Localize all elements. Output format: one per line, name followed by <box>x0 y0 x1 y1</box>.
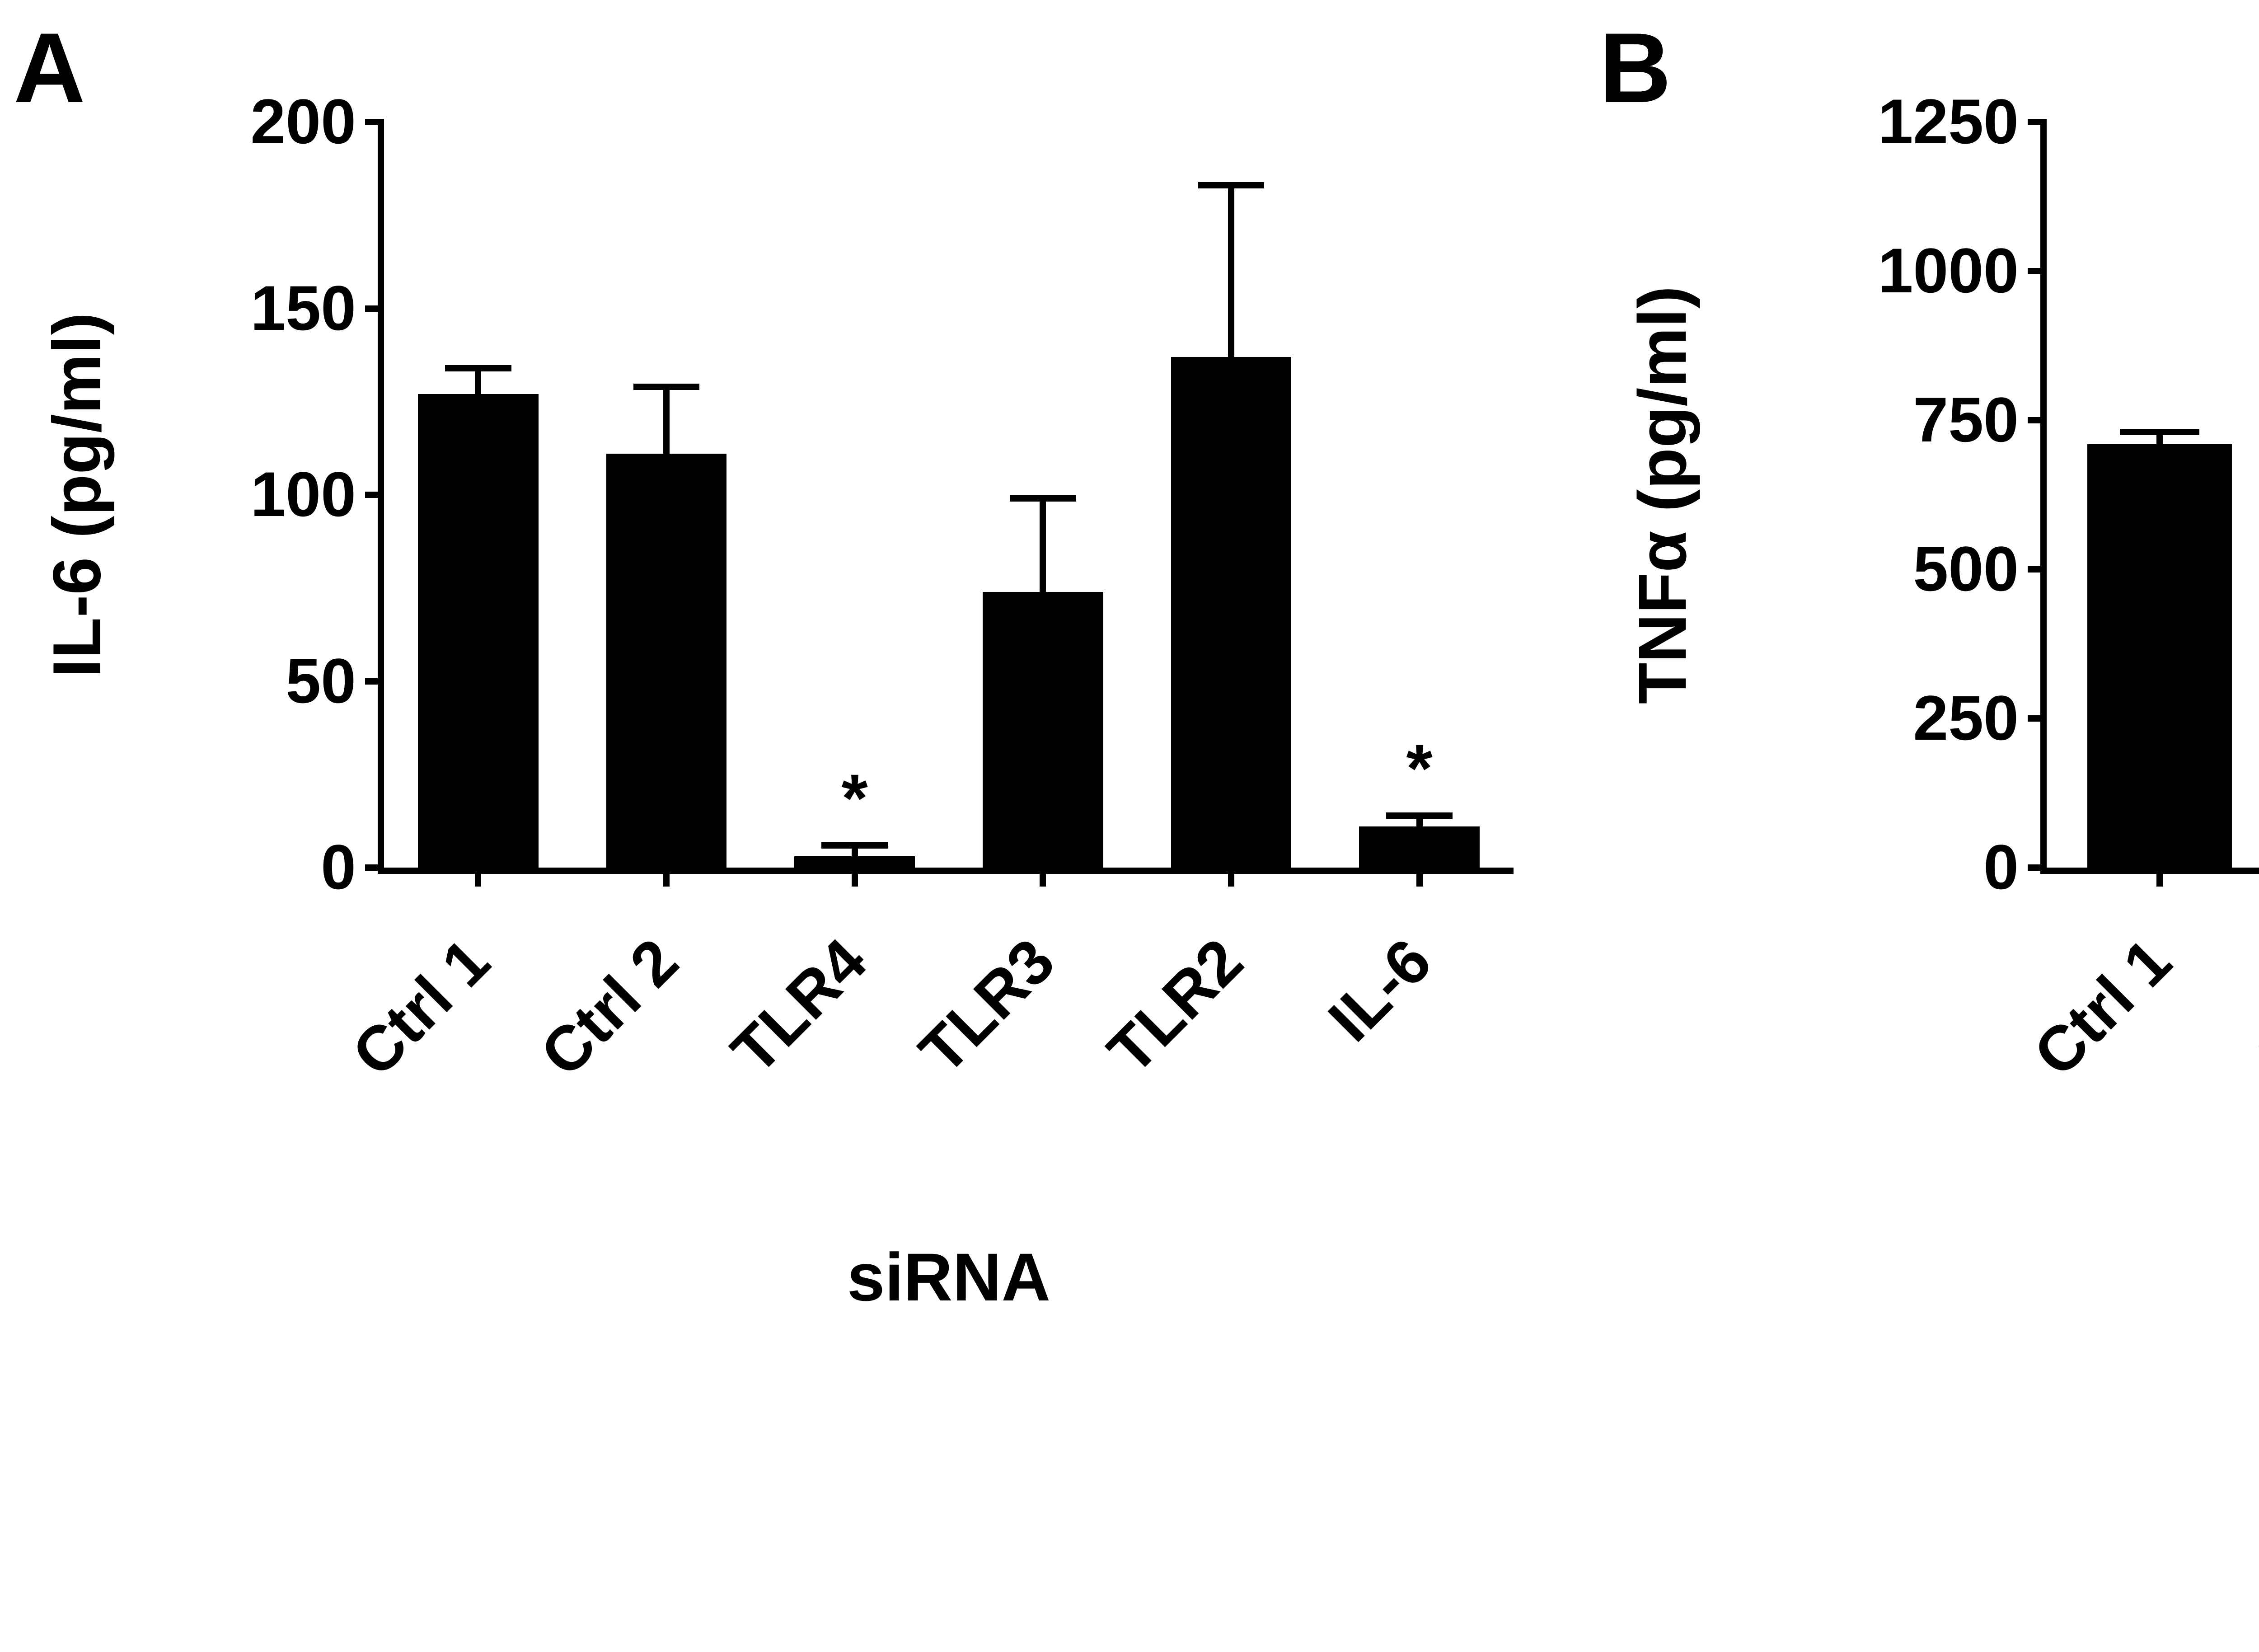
y-gutter: 025050075010001250 <box>1721 122 2047 868</box>
y-tick-label: 0 <box>136 831 356 904</box>
below-chart: Ctrl 1Ctrl 2TLR4TLR3TLR2IL-6 siRNA <box>136 868 1514 1316</box>
bar <box>794 856 915 868</box>
error-bar <box>663 387 670 454</box>
error-cap <box>1198 182 1265 188</box>
y-tick-label: 150 <box>136 272 356 345</box>
bar <box>418 394 539 868</box>
bar <box>983 592 1103 868</box>
y-tick-label: 750 <box>1721 383 2019 456</box>
figure: AIL-6 (pg/ml)050100150200**Ctrl 1Ctrl 2T… <box>0 0 2259 1334</box>
y-tick-label: 50 <box>136 644 356 718</box>
significance-marker: * <box>1406 734 1432 802</box>
x-axis-title: siRNA <box>2047 1238 2259 1316</box>
panel-B: BTNFα (pg/ml)025050075010001250*Ctrl 1TL… <box>1604 18 2259 1316</box>
x-axis-title: siRNA <box>384 1238 1514 1316</box>
y-axis-line <box>378 122 384 874</box>
error-cap <box>2120 429 2199 435</box>
plot-area: * <box>2047 122 2259 868</box>
error-bar <box>1040 498 1046 591</box>
y-axis-label-slot: IL-6 (pg/ml) <box>18 122 136 868</box>
y-tick-label: 500 <box>1721 532 2019 605</box>
error-cap <box>1010 495 1076 502</box>
below-chart: Ctrl 1TLR4TLR2IL-6 siRNA <box>1721 868 2259 1316</box>
y-tick-label: 200 <box>136 85 356 158</box>
plot-column: 050100150200**Ctrl 1Ctrl 2TLR4TLR3TLR2IL… <box>136 122 1514 1316</box>
y-axis-label: TNFα (pg/ml) <box>1624 286 1702 704</box>
x-tick <box>2156 868 2163 887</box>
y-tick-label: 0 <box>1721 831 2019 904</box>
significance-marker: * <box>841 764 867 832</box>
y-tick-label: 250 <box>1721 681 2019 755</box>
chart-row: IL-6 (pg/ml)050100150200**Ctrl 1Ctrl 2TL… <box>18 122 1514 1316</box>
chart-row: TNFα (pg/ml)025050075010001250*Ctrl 1TLR… <box>1604 122 2259 1316</box>
x-labels: Ctrl 1Ctrl 2TLR4TLR3TLR2IL-6 <box>384 868 1514 1229</box>
error-cap <box>1386 812 1453 819</box>
y-axis-label-slot: TNFα (pg/ml) <box>1604 122 1721 868</box>
x-tick <box>663 868 670 887</box>
bar <box>1171 357 1292 868</box>
plot-column: 025050075010001250*Ctrl 1TLR4TLR2IL-6siR… <box>1721 122 2259 1316</box>
y-tick-label: 1000 <box>1721 234 2019 307</box>
panel-letter: A <box>14 18 85 117</box>
bar <box>2087 444 2232 868</box>
x-labels: Ctrl 1TLR4TLR2IL-6 <box>2047 868 2259 1229</box>
plot-top: 050100150200** <box>136 122 1514 868</box>
x-tick <box>475 868 481 887</box>
x-tick <box>1228 868 1234 887</box>
x-tick <box>852 868 858 887</box>
plot-top: 025050075010001250* <box>1721 122 2259 868</box>
y-tick-label: 100 <box>136 458 356 531</box>
bar <box>606 454 727 868</box>
y-axis-line <box>2040 122 2047 874</box>
y-tick-label: 1250 <box>1721 85 2019 158</box>
x-tick <box>1040 868 1046 887</box>
error-bar <box>475 368 481 394</box>
error-bar <box>1228 185 1234 357</box>
panel-letter: B <box>1599 18 1671 117</box>
bar <box>1359 826 1480 868</box>
panel-A: AIL-6 (pg/ml)050100150200**Ctrl 1Ctrl 2T… <box>18 18 1514 1316</box>
error-cap <box>633 384 700 390</box>
error-cap <box>445 365 511 371</box>
y-gutter: 050100150200 <box>136 122 384 868</box>
y-axis-label: IL-6 (pg/ml) <box>38 312 116 677</box>
error-cap <box>821 842 888 849</box>
plot-area: ** <box>384 122 1514 868</box>
x-tick <box>1416 868 1423 887</box>
